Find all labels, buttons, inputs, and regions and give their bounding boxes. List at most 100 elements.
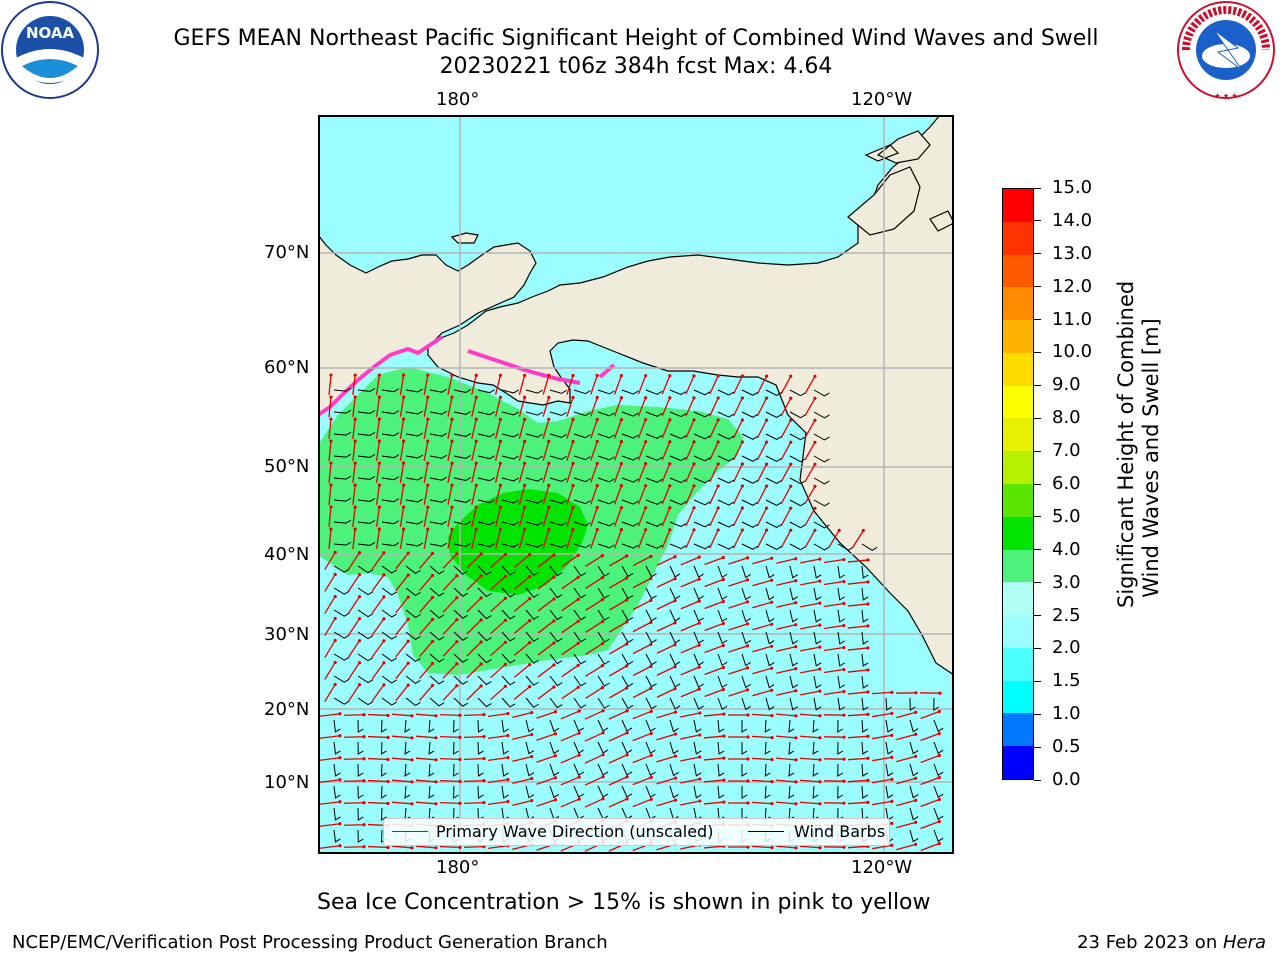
wind-barb [645, 389, 663, 395]
wave-direction-arrowhead [506, 712, 510, 716]
wave-direction-arrow [709, 441, 719, 461]
wave-direction-arrowhead [619, 396, 624, 400]
wave-direction-arrow [609, 555, 627, 567]
wind-barb [597, 719, 609, 732]
wind-barb [549, 587, 563, 599]
wind-barb [909, 807, 919, 821]
wind-barb [381, 432, 400, 437]
wave-direction-arrowhead [377, 373, 381, 377]
wave-direction-arrow [324, 618, 336, 636]
wave-direction-arrowhead [716, 506, 720, 510]
wave-direction-arrowhead [842, 689, 846, 694]
wave-direction-arrow [490, 641, 506, 657]
wind-barb [453, 697, 469, 707]
wind-barb [405, 565, 421, 575]
wind-barb [477, 675, 492, 686]
wind-barb [788, 763, 795, 777]
wind-barb [741, 477, 759, 484]
wave-direction-arrowhead [625, 775, 629, 779]
wind-barb [741, 521, 759, 528]
lat-label-20n: 20°N [264, 699, 310, 720]
wave-direction-arrow [804, 375, 816, 395]
wave-direction-arrow [367, 735, 389, 739]
wave-direction-arrowhead [329, 505, 333, 509]
wave-direction-arrowhead [503, 640, 508, 644]
wave-direction-arrow [542, 441, 550, 461]
wave-direction-arrowhead [410, 714, 414, 718]
wind-barb [645, 741, 656, 754]
wind-barb [525, 675, 539, 686]
wave-direction-arrowhead [458, 845, 462, 849]
wind-barb [693, 389, 711, 396]
wave-direction-arrow [632, 577, 652, 589]
wind-barb [573, 741, 584, 754]
wave-direction-arrowhead [474, 395, 478, 399]
wave-direction-arrowhead [794, 689, 798, 693]
wave-direction-arrow [632, 710, 652, 720]
wind-barb [693, 433, 711, 440]
wind-barb [333, 675, 350, 683]
wave-direction-arrowhead [426, 527, 430, 531]
wave-direction-arrowhead [498, 527, 503, 531]
wind-barb [429, 454, 448, 459]
wind-barb [429, 410, 448, 415]
wave-direction-arrowhead [716, 484, 720, 488]
wind-barb [573, 477, 591, 483]
wave-direction-arrowhead [338, 822, 342, 826]
wave-direction-arrow [775, 801, 797, 805]
wave-direction-arrowhead [890, 733, 894, 737]
wave-direction-arrow [494, 397, 502, 417]
wave-direction-arrow [685, 419, 695, 439]
wave-direction-arrow [661, 529, 671, 549]
wave-direction-arrow [512, 711, 532, 719]
colorbar-tick-label: 8.0 [1052, 407, 1081, 429]
wave-direction-arrow [561, 664, 579, 678]
wave-direction-arrowhead [842, 845, 846, 849]
wave-direction-arrowhead [740, 418, 744, 422]
wave-direction-arrow [590, 485, 598, 505]
wave-direction-arrow [471, 397, 477, 417]
wave-direction-arrow [463, 735, 485, 739]
wave-direction-arrow [494, 463, 502, 483]
wave-direction-arrowhead [721, 687, 725, 692]
wave-direction-arrow [423, 485, 429, 505]
wave-direction-arrowhead [503, 618, 508, 622]
colorbar-segment [1003, 516, 1033, 550]
wind-barb [381, 410, 400, 415]
wind-barb [573, 609, 587, 621]
wind-barb [381, 565, 397, 574]
wave-direction-arrowhead [357, 551, 362, 555]
wave-direction-arrow [896, 799, 916, 807]
wave-direction-arrowhead [482, 801, 486, 805]
wave-direction-arrow [395, 640, 409, 658]
wave-direction-arrow [751, 757, 773, 761]
wave-direction-arrow [728, 645, 748, 653]
wind-barb [645, 521, 663, 527]
wave-direction-arrow [613, 463, 623, 483]
wave-direction-arrowhead [625, 709, 629, 713]
wave-direction-arrow [415, 801, 437, 805]
wave-direction-arrow [703, 801, 725, 805]
wind-barb [405, 432, 424, 437]
wave-direction-arrowhead [528, 641, 532, 645]
wind-barb [693, 785, 702, 799]
wave-direction-arrowhead [668, 418, 672, 422]
wave-direction-arrowhead [406, 683, 410, 687]
wave-direction-arrow [756, 529, 768, 549]
wind-barb [477, 499, 495, 504]
wave-direction-arrowhead [697, 577, 701, 581]
wave-direction-arrowhead [571, 461, 575, 466]
wave-direction-arrow [804, 397, 816, 417]
wind-barb [837, 741, 844, 755]
wave-direction-arrow [423, 375, 429, 395]
wind-barb [717, 675, 728, 688]
wave-direction-arrow [872, 734, 892, 740]
map-panel: Primary Wave Direction (unscaled) Wind B… [318, 115, 954, 854]
wave-direction-arrowhead [406, 595, 410, 599]
wave-direction-arrow [328, 506, 332, 528]
wave-direction-arrow [518, 441, 526, 461]
wave-direction-arrowhead [644, 528, 648, 532]
wave-direction-arrowhead [523, 395, 527, 399]
wave-direction-arrowhead [890, 843, 894, 847]
wind-barb [764, 741, 771, 755]
